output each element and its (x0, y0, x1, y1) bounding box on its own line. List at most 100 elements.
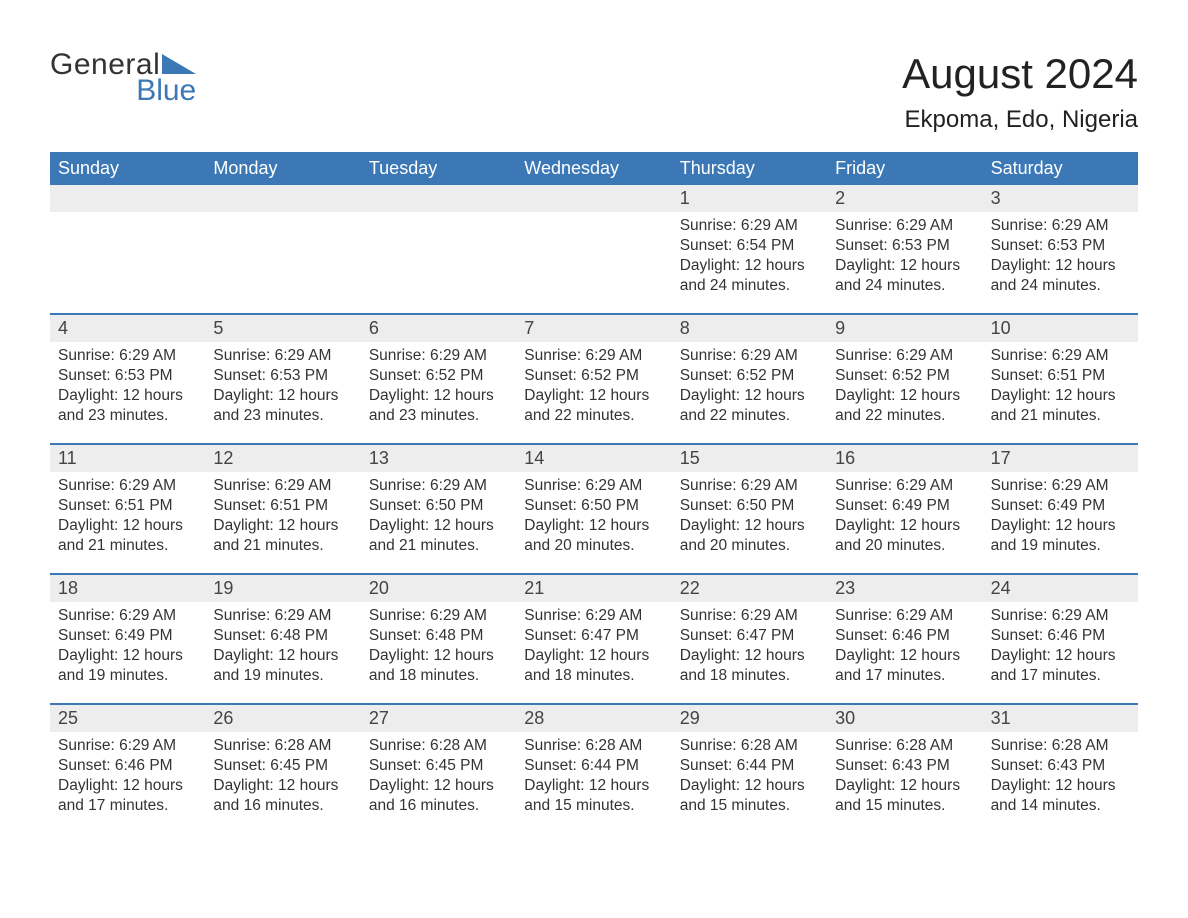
day-number-row: 5 (205, 315, 360, 342)
day-cell: 8 Sunrise: 6:29 AMSunset: 6:52 PMDaylight… (672, 315, 827, 443)
day-cell: 21Sunrise: 6:29 AMSunset: 6:47 PMDayligh… (516, 575, 671, 703)
sunset-line: Sunset: 6:43 PM (991, 756, 1130, 776)
day-cell: 26Sunrise: 6:28 AMSunset: 6:45 PMDayligh… (205, 705, 360, 833)
day-cell: 19Sunrise: 6:29 AMSunset: 6:48 PMDayligh… (205, 575, 360, 703)
day-body: Sunrise: 6:29 AMSunset: 6:46 PMDaylight:… (50, 732, 205, 825)
day-cell: 25 Sunrise: 6:29 AMSunset: 6:46 PMDayligh… (50, 705, 205, 833)
sunrise-line: Sunrise: 6:29 AM (991, 606, 1130, 626)
sunset-line: Sunset: 6:52 PM (835, 366, 974, 386)
sunrise-line: Sunrise: 6:28 AM (835, 736, 974, 756)
day-number: 9 (835, 318, 845, 338)
day-cell: . (516, 185, 671, 313)
sunrise-line: Sunrise: 6:29 AM (991, 216, 1130, 236)
day-number-row: 17 (983, 445, 1138, 472)
daylight-line: Daylight: 12 hours and 22 minutes. (835, 386, 974, 426)
daylight-line: Daylight: 12 hours and 21 minutes. (991, 386, 1130, 426)
daylight-line: Daylight: 12 hours and 20 minutes. (524, 516, 663, 556)
day-number: 19 (213, 578, 233, 598)
day-body: Sunrise: 6:29 AMSunset: 6:53 PMDaylight:… (983, 212, 1138, 305)
sunrise-line: Sunrise: 6:29 AM (524, 346, 663, 366)
weekday-header: Friday (827, 152, 982, 185)
day-cell: 22 Sunrise: 6:29 AMSunset: 6:47 PMDayligh… (672, 575, 827, 703)
sunrise-line: Sunrise: 6:29 AM (680, 606, 819, 626)
day-number-row: 10 (983, 315, 1138, 342)
sunrise-line: Sunrise: 6:29 AM (524, 476, 663, 496)
day-number: 30 (835, 708, 855, 728)
day-cell: 23Sunrise: 6:29 AMSunset: 6:46 PMDayligh… (827, 575, 982, 703)
day-number: 12 (213, 448, 233, 468)
sunset-line: Sunset: 6:53 PM (213, 366, 352, 386)
sunrise-line: Sunrise: 6:29 AM (213, 606, 352, 626)
day-cell: 18Sunrise: 6:29 AMSunset: 6:49 PMDayligh… (50, 575, 205, 703)
sunset-line: Sunset: 6:44 PM (680, 756, 819, 776)
daylight-line: Daylight: 12 hours and 15 minutes. (835, 776, 974, 816)
day-number-row: 3 (983, 185, 1138, 212)
day-number-row: . (516, 185, 671, 212)
day-body: Sunrise: 6:29 AMSunset: 6:50 PMDaylight:… (361, 472, 516, 565)
day-cell: 2Sunrise: 6:29 AMSunset: 6:53 PMDaylight… (827, 185, 982, 313)
sunset-line: Sunset: 6:45 PM (369, 756, 508, 776)
day-number-row: 21 (516, 575, 671, 602)
day-body: Sunrise: 6:29 AMSunset: 6:51 PMDaylight:… (205, 472, 360, 565)
day-number-row: 31 (983, 705, 1138, 732)
day-cell: 9Sunrise: 6:29 AMSunset: 6:52 PMDaylight… (827, 315, 982, 443)
title-block: August 2024 Ekpoma, Edo, Nigeria (902, 50, 1138, 134)
day-cell: 7Sunrise: 6:29 AMSunset: 6:52 PMDaylight… (516, 315, 671, 443)
day-number: 20 (369, 578, 389, 598)
day-body: Sunrise: 6:29 AMSunset: 6:52 PMDaylight:… (672, 342, 827, 435)
sunset-line: Sunset: 6:51 PM (213, 496, 352, 516)
day-number: 8 (680, 318, 690, 338)
day-body: Sunrise: 6:29 AMSunset: 6:47 PMDaylight:… (516, 602, 671, 695)
sunrise-line: Sunrise: 6:28 AM (524, 736, 663, 756)
day-number: 1 (680, 188, 690, 208)
sunset-line: Sunset: 6:50 PM (680, 496, 819, 516)
day-number: 4 (58, 318, 68, 338)
sunset-line: Sunset: 6:46 PM (58, 756, 197, 776)
daylight-line: Daylight: 12 hours and 22 minutes. (524, 386, 663, 426)
day-number-row: 30 (827, 705, 982, 732)
daylight-line: Daylight: 12 hours and 14 minutes. (991, 776, 1130, 816)
day-body: Sunrise: 6:29 AMSunset: 6:52 PMDaylight:… (516, 342, 671, 435)
day-cell: 27Sunrise: 6:28 AMSunset: 6:45 PMDayligh… (361, 705, 516, 833)
weekday-header-row: SundayMondayTuesdayWednesdayThursdayFrid… (50, 152, 1138, 185)
sunset-line: Sunset: 6:51 PM (991, 366, 1130, 386)
location-subtitle: Ekpoma, Edo, Nigeria (902, 106, 1138, 134)
sunrise-line: Sunrise: 6:28 AM (369, 736, 508, 756)
day-cell: 14Sunrise: 6:29 AMSunset: 6:50 PMDayligh… (516, 445, 671, 573)
sunrise-line: Sunrise: 6:28 AM (213, 736, 352, 756)
sunset-line: Sunset: 6:49 PM (991, 496, 1130, 516)
sunset-line: Sunset: 6:43 PM (835, 756, 974, 776)
day-number: 31 (991, 708, 1011, 728)
day-body: Sunrise: 6:28 AMSunset: 6:43 PMDaylight:… (983, 732, 1138, 825)
sunrise-line: Sunrise: 6:29 AM (835, 216, 974, 236)
daylight-line: Daylight: 12 hours and 17 minutes. (835, 646, 974, 686)
sunset-line: Sunset: 6:52 PM (524, 366, 663, 386)
calendar-page: General Blue August 2024 Ekpoma, Edo, Ni… (0, 0, 1188, 863)
day-number: 22 (680, 578, 700, 598)
day-body: Sunrise: 6:28 AMSunset: 6:43 PMDaylight:… (827, 732, 982, 825)
day-cell: 17Sunrise: 6:29 AMSunset: 6:49 PMDayligh… (983, 445, 1138, 573)
sunset-line: Sunset: 6:50 PM (369, 496, 508, 516)
day-number-row: . (205, 185, 360, 212)
day-number-row: 18 (50, 575, 205, 602)
day-cell: 4Sunrise: 6:29 AMSunset: 6:53 PMDaylight… (50, 315, 205, 443)
sunrise-line: Sunrise: 6:29 AM (58, 346, 197, 366)
sunset-line: Sunset: 6:54 PM (680, 236, 819, 256)
day-number: 28 (524, 708, 544, 728)
day-number-row: 11 (50, 445, 205, 472)
day-cell: 30 Sunrise: 6:28 AMSunset: 6:43 PMDayligh… (827, 705, 982, 833)
day-number: 6 (369, 318, 379, 338)
day-number-row: 8 (672, 315, 827, 342)
day-number-row: 28 (516, 705, 671, 732)
sunset-line: Sunset: 6:49 PM (835, 496, 974, 516)
daylight-line: Daylight: 12 hours and 23 minutes. (58, 386, 197, 426)
day-number: 25 (58, 708, 78, 728)
sunset-line: Sunset: 6:48 PM (213, 626, 352, 646)
day-number-row: 9 (827, 315, 982, 342)
day-body: Sunrise: 6:29 AMSunset: 6:50 PMDaylight:… (516, 472, 671, 565)
day-body: Sunrise: 6:28 AMSunset: 6:44 PMDaylight:… (516, 732, 671, 825)
day-body: Sunrise: 6:29 AMSunset: 6:52 PMDaylight:… (361, 342, 516, 435)
day-cell: 6 Sunrise: 6:29 AMSunset: 6:52 PMDaylight… (361, 315, 516, 443)
day-body: Sunrise: 6:29 AMSunset: 6:47 PMDaylight:… (672, 602, 827, 695)
sunset-line: Sunset: 6:50 PM (524, 496, 663, 516)
